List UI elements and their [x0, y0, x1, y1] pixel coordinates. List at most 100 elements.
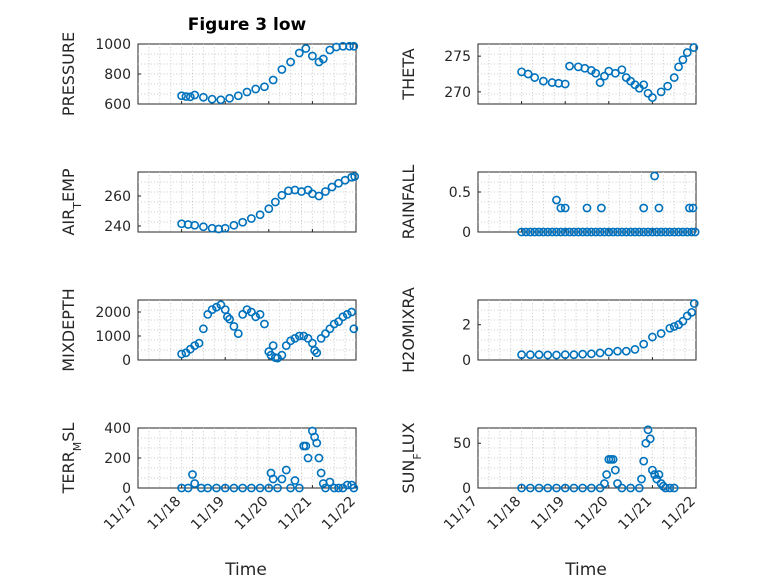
data-point [198, 222, 208, 232]
data-point [238, 217, 248, 227]
data-point [334, 483, 343, 493]
data-point [669, 322, 679, 331]
y-tick-label: 275 [444, 49, 471, 65]
data-point [643, 227, 653, 237]
data-point [294, 48, 304, 58]
y-axis-label: H2OMIXRA [399, 287, 418, 373]
data-point [246, 307, 256, 317]
data-point [347, 307, 357, 317]
data-point [185, 92, 195, 102]
data-point [233, 91, 243, 101]
data-point [190, 341, 200, 350]
data-point [207, 94, 217, 104]
y-axis-label: TERRMSL [59, 423, 84, 495]
data-point [648, 93, 657, 102]
data-point [689, 299, 699, 308]
data-point [530, 73, 540, 82]
data-point [652, 474, 662, 484]
data-point [654, 203, 664, 213]
data-point [312, 438, 322, 448]
y-tick-label: 0 [122, 481, 131, 497]
data-point [517, 227, 526, 237]
data-point [349, 483, 359, 493]
data-point [610, 68, 620, 78]
data-point [643, 425, 653, 435]
data-point [678, 316, 688, 326]
data-point [586, 483, 596, 493]
data-point [277, 474, 287, 484]
data-point [595, 348, 605, 358]
y-tick-label: 1000 [95, 329, 131, 345]
y-tick-label: 600 [104, 97, 131, 113]
data-point [264, 483, 274, 493]
data-point [517, 350, 526, 360]
data-point [608, 454, 618, 464]
data-point [534, 483, 544, 493]
data-point [560, 79, 570, 89]
data-point [654, 470, 664, 479]
subplot-h2omixra: 0 2 H2OMIXRA [399, 287, 699, 373]
data-point [613, 346, 622, 356]
data-point [181, 92, 191, 101]
data-point [547, 227, 557, 237]
data-point [539, 76, 548, 86]
data-point [685, 203, 694, 213]
data-point [299, 331, 309, 341]
data-point [310, 345, 319, 355]
data-point [687, 307, 697, 317]
y-tick-label: 1000 [95, 37, 131, 53]
y-tick-label: 0 [122, 353, 131, 369]
subplot-terr-msl: 0 200 400 TERRMSL 11/17 11/18 11/19 11/20 11/21 1… [59, 421, 359, 580]
data-point [560, 350, 570, 360]
data-point [198, 92, 208, 102]
data-point [349, 324, 359, 334]
subplot-pressure: 600 800 1000 PRESSURE Figure 3 low [59, 15, 359, 116]
data-point [329, 319, 339, 329]
x-tick-label: 11/18 [145, 494, 185, 534]
data-point [222, 312, 232, 322]
subplot-sun-flux: 0 50 SUNFLUX 11/17 11/18 11/19 11/20 11/21 11/22… [399, 422, 699, 580]
data-point [595, 227, 605, 237]
data-point [177, 91, 186, 101]
data-point [669, 227, 679, 237]
data-point [650, 171, 659, 181]
data-point [648, 332, 657, 342]
data-point [645, 434, 655, 444]
data-point [639, 456, 649, 466]
y-tick-label: 0 [462, 481, 471, 497]
data-point [334, 317, 343, 326]
data-point [273, 483, 282, 493]
data-point [525, 350, 535, 360]
data-point [268, 474, 278, 484]
data-point [301, 441, 311, 451]
data-point [229, 321, 239, 331]
data-point [321, 483, 330, 493]
data-point [661, 227, 670, 237]
data-point [220, 483, 230, 493]
data-point [600, 227, 609, 237]
data-point [517, 483, 526, 493]
y-axis-label: PRESSURE [59, 32, 78, 116]
y-tick-label: 270 [444, 85, 471, 101]
data-point [556, 227, 566, 237]
data-point [190, 479, 200, 488]
data-point [682, 48, 692, 57]
data-point [314, 453, 324, 463]
data-point [665, 227, 675, 237]
data-point [595, 483, 605, 493]
data-point [301, 44, 311, 53]
data-point [255, 483, 265, 493]
chart-title: Figure 3 low [188, 15, 307, 35]
data-point [177, 349, 186, 359]
data-point [552, 483, 561, 493]
data-point [286, 336, 295, 346]
data-point [669, 73, 679, 82]
data-point [350, 172, 360, 181]
data-point [689, 43, 699, 52]
data-point [270, 197, 280, 207]
data-point [534, 227, 544, 237]
x-tick-label: 11/19 [528, 494, 568, 534]
data-point [329, 483, 339, 493]
data-point [613, 479, 622, 488]
